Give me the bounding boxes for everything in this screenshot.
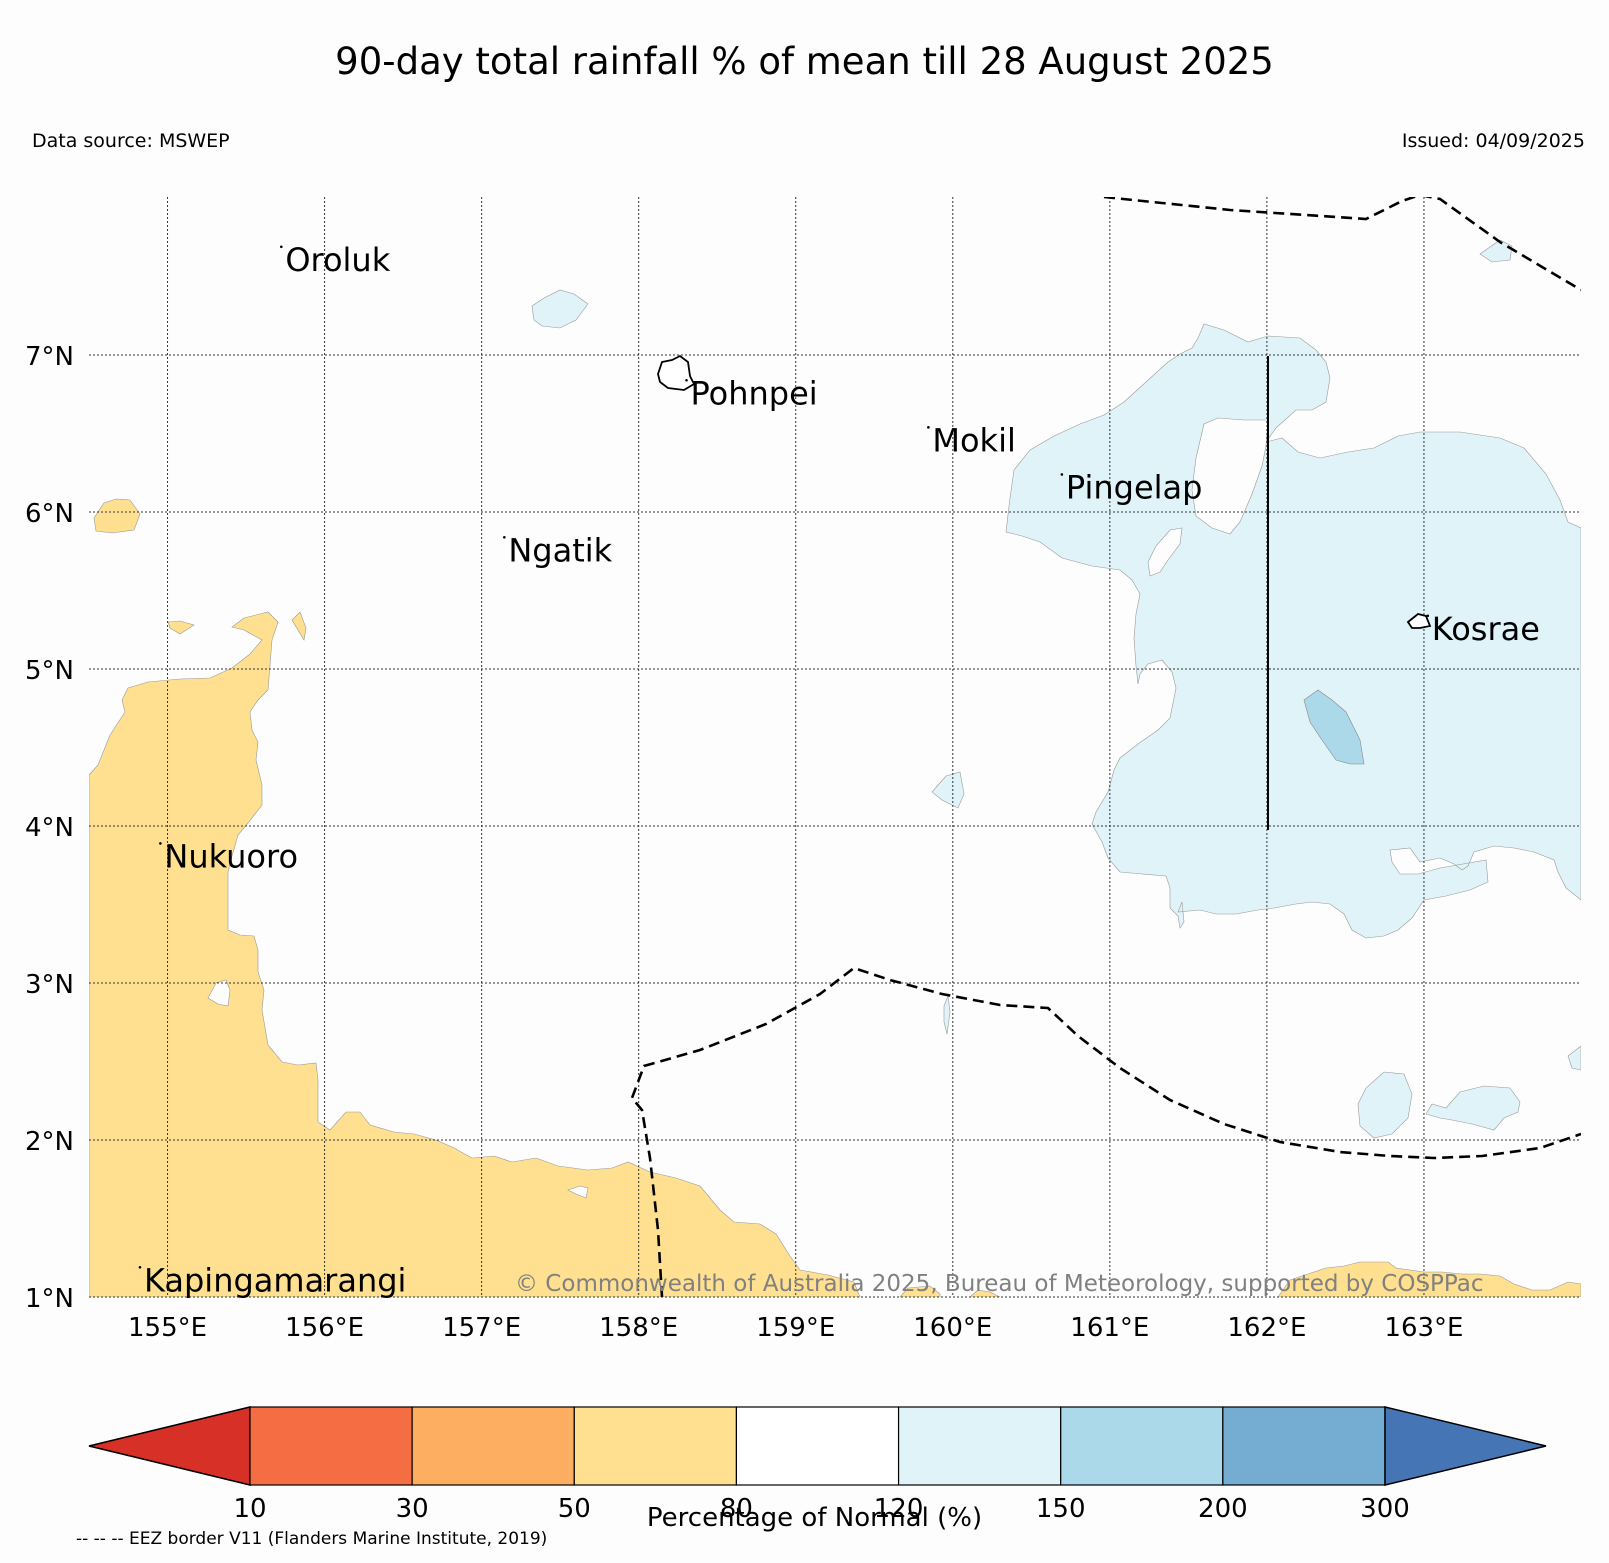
lat-tick-label: 5°N [25,656,74,686]
colorbar-label: Percentage of Normal (%) [646,1503,983,1533]
axis-labels: 155°E 156°E 157°E 158°E 159°E 160°E 161°E 162°E… [25,342,1463,1343]
dry-region-south-west [89,611,861,1297]
colorbar-min-extend [88,1406,251,1486]
colorbar-max-extend [1384,1406,1547,1486]
dry-island-hole [207,979,231,1007]
island-marker [1060,473,1064,476]
lon-tick-label: 161°E [1070,1313,1149,1343]
colorbar-segment [897,1406,1062,1486]
colorbar-segment [573,1406,738,1486]
lon-tick-label: 156°E [285,1313,364,1343]
wet-hole-north [1191,417,1269,535]
colorbar: 10 30 50 80 120 150 200 300 [88,1406,1547,1524]
wet-sliver-3n [943,995,951,1035]
dry-patch-south-160e [899,1285,941,1297]
very-wet-patch [1303,689,1365,765]
colorbar-tick-label: 200 [1198,1494,1248,1524]
island-marker [1426,614,1430,618]
island-marker [685,378,688,382]
eez-border-note: -- -- -- EEZ border V11 (Flanders Marine… [76,1529,548,1549]
colorbar-tick-label: 10 [233,1494,266,1524]
island-marker [503,535,506,539]
wet-hole-west [1147,527,1183,577]
colorbar-tick-label: 150 [1036,1494,1086,1524]
colorbar-tick-label: 120 [874,1494,924,1524]
eez-border-north [1103,197,1581,292]
wet-patch-4n-160e [931,771,965,809]
place-label-mokil: Mokil [932,421,1016,459]
colorbar-segment [735,1406,900,1486]
place-label-pingelap: Pingelap [1066,468,1203,506]
lat-tick-label: 7°N [25,342,74,372]
dry-patch-5n-sliver [291,611,307,641]
lat-tick-label: 1°N [25,1284,74,1314]
colorbar-segment [1060,1406,1224,1486]
wet-patch-north-east [1479,239,1513,263]
issued-date: Issued: 04/09/2025 [1401,130,1585,152]
island-marker [927,426,930,429]
colorbar-tick-label: 300 [1360,1494,1410,1524]
wet-patch-2n-162e [1357,1071,1413,1139]
dry-island-hole-2 [567,1185,589,1199]
lon-tick-label: 160°E [913,1313,992,1343]
wet-patch-2n-163e [1425,1085,1521,1131]
lon-tick-label: 163°E [1384,1313,1463,1343]
place-label-kapingamarangi: Kapingamarangi [144,1261,406,1299]
lon-tick-label: 157°E [442,1313,521,1343]
lat-tick-label: 4°N [25,813,74,843]
wet-region-east [1005,323,1581,939]
place-label-pohnpei: Pohnpei [691,374,818,412]
wet-patch-east-edge [1567,1045,1581,1071]
lon-tick-label: 159°E [756,1313,835,1343]
lat-tick-label: 2°N [25,1127,74,1157]
colorbar-tick-label: 50 [558,1494,591,1524]
place-label-kosrae: Kosrae [1432,610,1540,648]
place-label-ngatik: Ngatik [508,531,612,569]
dry-patch-south-160e-b [969,1289,1001,1297]
dry-patch-west-6n [93,498,141,534]
colorbar-segment [411,1406,575,1486]
island-marker [159,842,162,845]
eez-border-south [630,966,1581,1297]
lat-tick-label: 3°N [25,970,74,1000]
kosrae-island-outline [1406,613,1432,629]
colorbar-segment [249,1406,413,1486]
lon-tick-label: 158°E [599,1313,678,1343]
colorbar-tick-label: 30 [396,1494,429,1524]
island-marker [138,1266,142,1269]
place-label-oroluk: Oroluk [285,241,390,279]
dry-patch-5n-small [167,620,195,635]
dry-patch-south-east [1277,1261,1581,1297]
gridlines [89,197,1581,1298]
lon-tick-label: 155°E [128,1313,207,1343]
pohnpei-island-outline [657,354,696,391]
eez-borders [630,197,1581,1297]
colorbar-segment [1222,1406,1386,1486]
copyright-notice: © Commonwealth of Australia 2025, Bureau… [515,1271,1484,1297]
map-title: 90-day total rainfall % of mean till 28 … [335,40,1274,83]
data-source: Data source: MSWEP [32,130,230,152]
island-marker [280,245,283,249]
rainfall-anomaly-regions [89,239,1581,1297]
colorbar-tick-label: 80 [720,1494,753,1524]
lon-tick-label: 162°E [1227,1313,1306,1343]
wet-patch-north-157e [531,289,589,329]
place-labels: Oroluk Pohnpei Mokil Pingelap Ngatik Kosrae Nu… [138,241,1540,1299]
lat-tick-label: 6°N [25,499,74,529]
place-label-nukuoro: Nukuoro [164,837,298,875]
